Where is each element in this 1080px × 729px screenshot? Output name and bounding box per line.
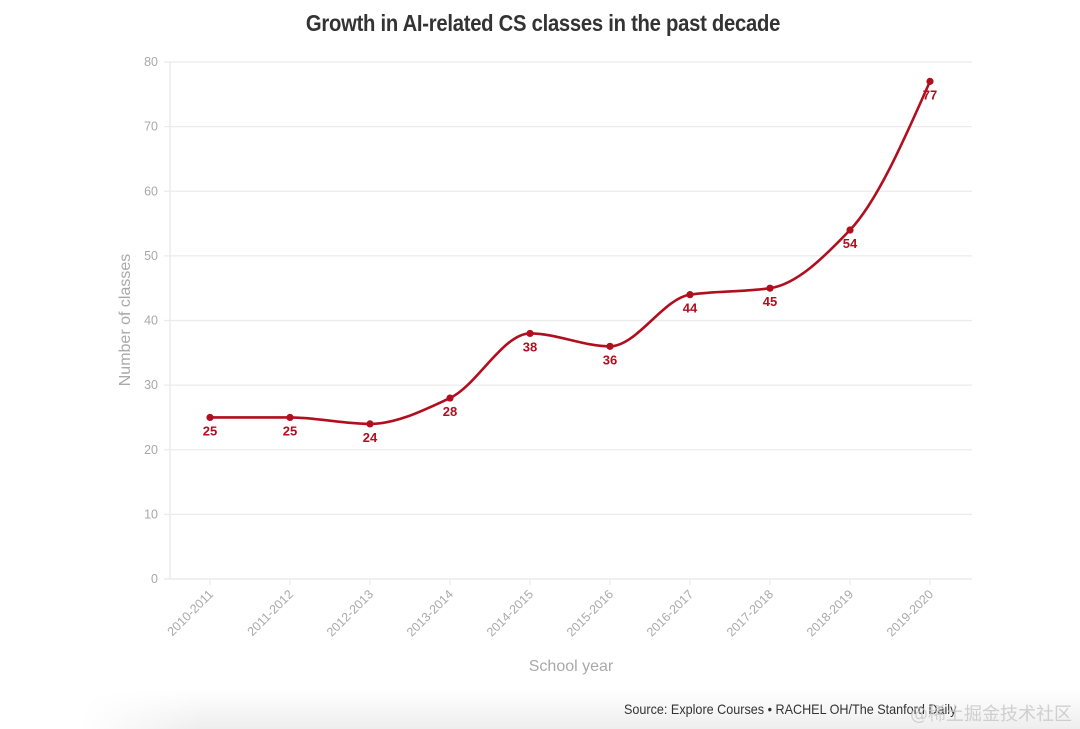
x-tick-label: 2014-2015 bbox=[484, 587, 536, 639]
x-axis-ticks: 2010-2011 2011-2012 2012-2013 2013-2014 2014… bbox=[165, 579, 936, 639]
data-label: 38 bbox=[523, 339, 537, 354]
x-tick-label: 2011-2012 bbox=[245, 587, 297, 639]
data-point[interactable] bbox=[846, 226, 854, 234]
data-point[interactable] bbox=[446, 394, 454, 402]
x-tick-label: 2017-2018 bbox=[724, 587, 776, 639]
series-line bbox=[208, 80, 932, 426]
y-tick-label: 10 bbox=[144, 507, 158, 521]
y-tick-label: 80 bbox=[144, 55, 158, 69]
x-tick-label: 2010-2011 bbox=[165, 587, 217, 639]
data-label: 44 bbox=[683, 301, 698, 316]
x-tick-label: 2018-2019 bbox=[804, 587, 856, 639]
y-tick-label: 60 bbox=[144, 184, 158, 198]
x-tick-label: 2019-2020 bbox=[884, 587, 936, 639]
data-label: 25 bbox=[283, 423, 297, 438]
data-label: 45 bbox=[763, 294, 777, 309]
x-axis-title: School year bbox=[529, 658, 614, 675]
x-tick-label: 2015-2016 bbox=[564, 587, 616, 639]
data-point[interactable] bbox=[606, 342, 614, 350]
y-tick-label: 20 bbox=[144, 443, 158, 457]
data-points bbox=[206, 77, 934, 428]
data-point[interactable] bbox=[286, 413, 294, 422]
data-label: 28 bbox=[443, 404, 457, 419]
data-point[interactable] bbox=[686, 291, 694, 299]
gridlines bbox=[164, 61, 972, 580]
x-tick-label: 2016-2017 bbox=[644, 587, 696, 639]
data-point[interactable] bbox=[366, 420, 374, 428]
data-point[interactable] bbox=[206, 413, 214, 422]
data-label: 24 bbox=[363, 430, 378, 445]
data-labels: 25 25 24 28 38 36 44 45 54 77 bbox=[203, 87, 937, 445]
data-label: 25 bbox=[203, 423, 217, 438]
data-label: 54 bbox=[843, 236, 858, 251]
x-tick-label: 2012-2013 bbox=[324, 587, 376, 639]
source-credit: Source: Explore Courses • RACHEL OH/The … bbox=[624, 701, 957, 717]
data-label: 36 bbox=[603, 352, 617, 367]
y-tick-label: 70 bbox=[144, 120, 158, 134]
y-tick-label: 30 bbox=[144, 378, 158, 392]
data-point[interactable] bbox=[766, 284, 774, 292]
data-point[interactable] bbox=[526, 329, 534, 338]
data-point[interactable] bbox=[926, 77, 934, 85]
y-tick-label: 0 bbox=[151, 572, 158, 586]
y-axis-title: Number of classes bbox=[117, 254, 134, 387]
x-tick-label: 2013-2014 bbox=[404, 587, 456, 639]
footer-shadow bbox=[80, 690, 1080, 729]
y-tick-label: 40 bbox=[144, 314, 158, 328]
watermark: @稀土掘金技术社区 bbox=[910, 704, 1072, 725]
data-label: 77 bbox=[923, 87, 937, 102]
y-axis-ticks: 0 10 20 30 40 50 60 70 80 bbox=[144, 55, 158, 586]
y-tick-label: 50 bbox=[144, 249, 158, 263]
chart-title: Growth in AI-related CS classes in the p… bbox=[305, 10, 781, 36]
